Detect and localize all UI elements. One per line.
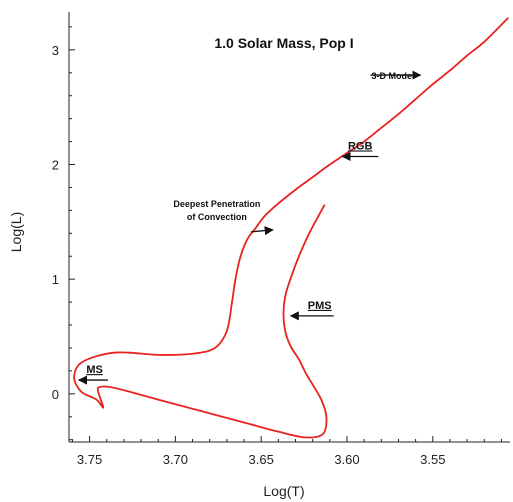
annotation-label: RGB [348, 140, 373, 152]
x-tick-label: 3.70 [163, 452, 188, 467]
x-tick-label: 3.60 [334, 452, 359, 467]
evolution-track-line [73, 17, 509, 439]
x-ticks: 3.75 3.70 3.65 3.60 3.55 [71, 436, 502, 467]
y-axis-title: Log(L) [8, 212, 24, 252]
y-ticks: 0 1 2 3 [52, 26, 75, 441]
annotation-label: PMS [308, 300, 332, 312]
chart-title: 1.0 Solar Mass, Pop I [214, 35, 353, 51]
y-tick-label: 2 [52, 158, 59, 173]
x-tick-label: 3.75 [77, 452, 102, 467]
annotation-label: Deepest Penetration [173, 199, 260, 209]
x-axis-title: Log(T) [263, 483, 304, 499]
annotation-label: 3-D Model [371, 71, 414, 81]
annotation-arrow [250, 226, 274, 236]
annotation-label: MS [86, 364, 103, 376]
x-tick-label: 3.65 [249, 452, 274, 467]
y-tick-label: 0 [52, 387, 59, 402]
axes-frame [68, 12, 510, 443]
y-tick-label: 3 [52, 43, 59, 58]
series-layer [73, 17, 509, 439]
y-tick-label: 1 [52, 272, 59, 287]
annotation-label: of Convection [187, 212, 247, 222]
x-tick-label: 3.55 [420, 452, 445, 467]
annotation-layer: 3-D Model RGB Deepest Penetration of Convec… [77, 70, 422, 385]
